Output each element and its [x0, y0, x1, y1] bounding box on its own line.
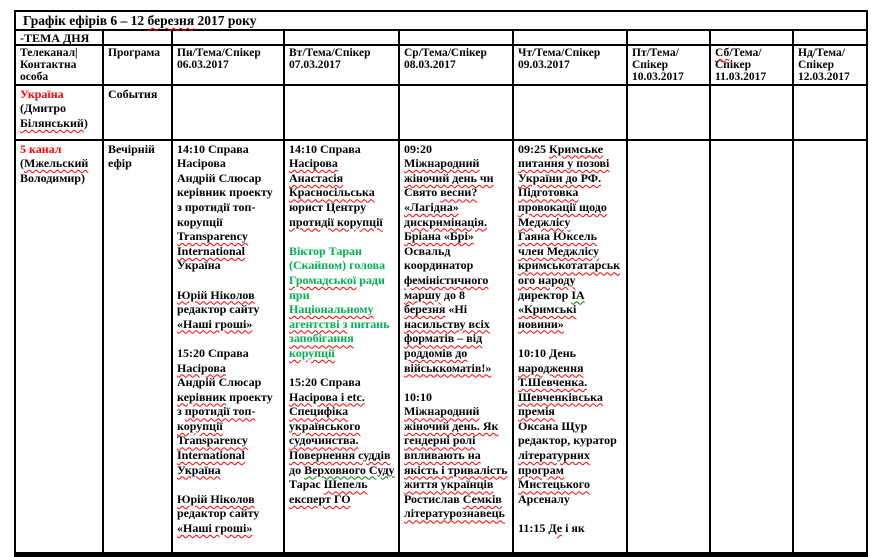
header-mon: Пн/Тема/Спікер 06.03.2017 — [171, 44, 285, 86]
day-cell-thu — [512, 83, 628, 141]
header-wed: Ср/Тема/Спікер 08.03.2017 — [398, 44, 514, 86]
day-cell-wed: 09:20 Міжнародний жіночий день чи Свято … — [398, 138, 514, 557]
channel-name-cell: 5 канал (Мжельский Володимир) — [14, 138, 104, 557]
theme-cell-empty — [171, 28, 285, 46]
header-tue: Вт/Тема/Спікер 07.03.2017 — [283, 44, 400, 86]
channel-name-cell: Україна (Дмитро Білянський) — [14, 83, 104, 141]
day-cell-sat — [709, 138, 794, 557]
day-cell-mon — [171, 83, 285, 141]
program-cell: Вечірній ефір — [102, 138, 173, 557]
day-cell-sun — [791, 138, 869, 557]
channel-row-ukraina: Україна (Дмитро Білянський) События — [14, 83, 869, 141]
day-cell-sun — [791, 83, 869, 141]
theme-cell-empty — [512, 28, 628, 46]
channel-row-5kanal: 5 канал (Мжельский Володимир) Вечірній еф… — [14, 138, 869, 557]
day-cell-mon: 14:10 Справа Насірова Андрій Слюсар керів… — [171, 138, 285, 557]
header-sat: Сб/Тема/Спікер 11.03.2017 — [709, 44, 794, 86]
day-cell-tue: 14:10 Справа Насірова Анастасія Красносіл… — [283, 138, 400, 557]
theme-row: -ТЕМА ДНЯ — [14, 28, 869, 46]
theme-cell-empty — [791, 28, 869, 46]
day-cell-fri — [626, 83, 711, 141]
header-fri: Пт/Тема/Спікер 10.03.2017 — [626, 44, 711, 86]
page-cut-edge — [14, 552, 866, 557]
header-sun: Нд/Тема/Спікер 12.03.2017 — [791, 44, 869, 86]
theme-cell-empty — [626, 28, 711, 46]
broadcast-schedule-table: Графік ефірів 6 – 12 березня 2017 року -… — [13, 10, 869, 557]
schedule-title: Графік ефірів 6 – 12 березня 2017 року — [13, 10, 869, 31]
theme-cell-empty — [398, 28, 514, 46]
day-cell-wed — [398, 83, 514, 141]
day-cell-tue — [283, 83, 400, 141]
header-channel: Телеканал| Контактна особа — [14, 44, 104, 86]
day-cell-thu: 09:25 Кримське питання у позові України … — [512, 138, 628, 557]
header-row: Телеканал| Контактна особа Програма Пн/Те… — [14, 44, 869, 86]
theme-cell-empty — [102, 28, 173, 46]
header-thu: Чт/Тема/Спікер 09.03.2017 — [512, 44, 628, 86]
title-row: Графік ефірів 6 – 12 березня 2017 року — [13, 10, 869, 31]
day-cell-sat — [709, 83, 794, 141]
day-cell-fri — [626, 138, 711, 557]
header-program: Програма — [102, 44, 173, 86]
theme-label: -ТЕМА ДНЯ — [14, 28, 104, 46]
theme-cell-empty — [709, 28, 794, 46]
program-cell: События — [102, 83, 173, 141]
theme-cell-empty — [283, 28, 400, 46]
